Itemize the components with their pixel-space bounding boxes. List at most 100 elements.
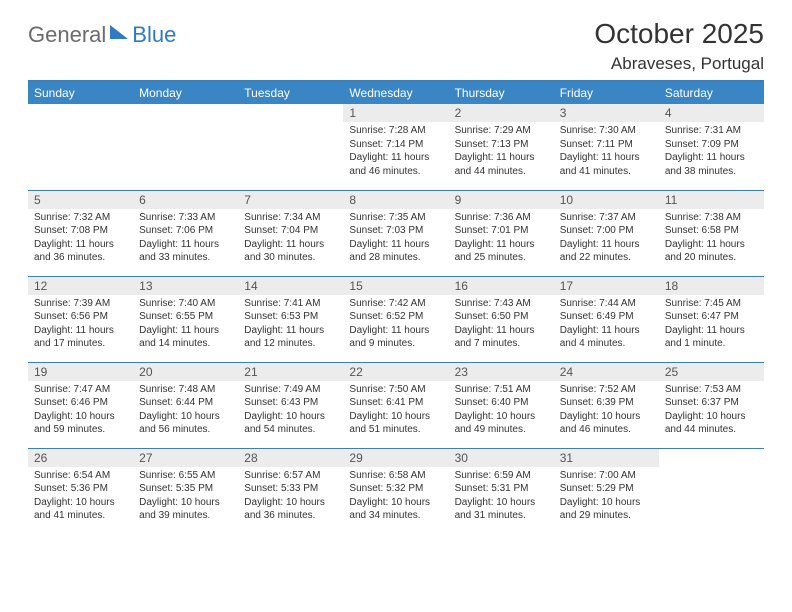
day-info-line: Daylight: 11 hours [455,151,548,165]
day-info-line: and 44 minutes. [665,423,758,437]
day-info: Sunrise: 7:38 AMSunset: 6:58 PMDaylight:… [665,211,758,265]
day-info: Sunrise: 7:43 AMSunset: 6:50 PMDaylight:… [455,297,548,351]
day-info: Sunrise: 7:45 AMSunset: 6:47 PMDaylight:… [665,297,758,351]
calendar-cell: 28Sunrise: 6:57 AMSunset: 5:33 PMDayligh… [238,448,343,534]
day-info-line: Sunrise: 7:52 AM [560,383,653,397]
day-info: Sunrise: 7:39 AMSunset: 6:56 PMDaylight:… [34,297,127,351]
day-info-line: Sunset: 6:40 PM [455,396,548,410]
day-info-line: Daylight: 11 hours [244,324,337,338]
day-info-line: and 46 minutes. [560,423,653,437]
day-info-line: Sunrise: 7:51 AM [455,383,548,397]
day-info-line: Daylight: 11 hours [665,324,758,338]
day-number: 22 [343,363,448,381]
day-info: Sunrise: 7:37 AMSunset: 7:00 PMDaylight:… [560,211,653,265]
day-info-line: and 44 minutes. [455,165,548,179]
day-info-line: and 22 minutes. [560,251,653,265]
weekday-header: Thursday [449,82,554,104]
day-info-line: and 17 minutes. [34,337,127,351]
day-info-line: Daylight: 11 hours [665,238,758,252]
day-info-line: and 33 minutes. [139,251,232,265]
day-info-line: Sunset: 6:53 PM [244,310,337,324]
weekday-header: Tuesday [238,82,343,104]
calendar-cell: 7 Sunrise: 7:34 AMSunset: 7:04 PMDaylight… [238,190,343,276]
day-info-line: Sunrise: 7:29 AM [455,124,548,138]
day-info-line: Sunrise: 6:54 AM [34,469,127,483]
day-info-line: Sunset: 6:41 PM [349,396,442,410]
day-info-line: Daylight: 11 hours [455,238,548,252]
day-info-line: Daylight: 11 hours [244,238,337,252]
day-info-line: Sunrise: 7:50 AM [349,383,442,397]
day-info-line: Sunset: 7:13 PM [455,138,548,152]
day-info-line: and 20 minutes. [665,251,758,265]
day-number: 1 [343,104,448,122]
day-info: Sunrise: 7:00 AMSunset: 5:29 PMDaylight:… [560,469,653,523]
day-info-line: Sunrise: 6:55 AM [139,469,232,483]
day-info-line: Daylight: 10 hours [34,496,127,510]
calendar-cell [238,104,343,190]
day-info-line: Sunset: 6:37 PM [665,396,758,410]
day-number: 30 [449,449,554,467]
day-info: Sunrise: 6:55 AMSunset: 5:35 PMDaylight:… [139,469,232,523]
calendar-cell: 3Sunrise: 7:30 AMSunset: 7:11 PMDaylight… [554,104,659,190]
day-info-line: and 46 minutes. [349,165,442,179]
calendar-cell: 6Sunrise: 7:33 AMSunset: 7:06 PMDaylight… [133,190,238,276]
day-info-line: Daylight: 11 hours [34,238,127,252]
day-info-line: Sunset: 5:29 PM [560,482,653,496]
day-info-line: Daylight: 10 hours [665,410,758,424]
calendar-cell: 30Sunrise: 6:59 AMSunset: 5:31 PMDayligh… [449,448,554,534]
day-number: 8 [343,191,448,209]
calendar-week: 12Sunrise: 7:39 AMSunset: 6:56 PMDayligh… [28,276,764,362]
day-info-line: Sunset: 7:08 PM [34,224,127,238]
day-info-line: Sunset: 6:50 PM [455,310,548,324]
day-info: Sunrise: 7:44 AMSunset: 6:49 PMDaylight:… [560,297,653,351]
calendar-cell: 14 Sunrise: 7:41 AMSunset: 6:53 PMDayligh… [238,276,343,362]
calendar-cell: 9Sunrise: 7:36 AMSunset: 7:01 PMDaylight… [449,190,554,276]
day-info-line: Daylight: 11 hours [34,324,127,338]
day-info-line: Sunrise: 7:48 AM [139,383,232,397]
weekday-header: Friday [554,82,659,104]
day-info: Sunrise: 7:41 AMSunset: 6:53 PMDaylight:… [244,297,337,351]
day-info-line: Sunset: 6:47 PM [665,310,758,324]
day-number: 21 [238,363,343,381]
header: General Blue October 2025 Abraveses, Por… [28,18,764,74]
day-number: 24 [554,363,659,381]
day-info-line: Sunset: 5:35 PM [139,482,232,496]
day-info: Sunrise: 7:34 AMSunset: 7:04 PMDaylight:… [244,211,337,265]
day-info-line: Daylight: 11 hours [349,238,442,252]
day-info: Sunrise: 7:48 AMSunset: 6:44 PMDaylight:… [139,383,232,437]
day-info-line: and 34 minutes. [349,509,442,523]
day-info-line: Sunrise: 7:53 AM [665,383,758,397]
day-info-line: Daylight: 11 hours [560,151,653,165]
day-info: Sunrise: 7:49 AMSunset: 6:43 PMDaylight:… [244,383,337,437]
calendar-cell: 13Sunrise: 7:40 AMSunset: 6:55 PMDayligh… [133,276,238,362]
day-number: 16 [449,277,554,295]
day-number: 14 [238,277,343,295]
day-info-line: Daylight: 11 hours [139,324,232,338]
day-info: Sunrise: 7:31 AMSunset: 7:09 PMDaylight:… [665,124,758,178]
day-info-line: Sunset: 7:09 PM [665,138,758,152]
day-info-line: Daylight: 10 hours [560,410,653,424]
day-info-line: Sunrise: 7:28 AM [349,124,442,138]
day-info-line: and 49 minutes. [455,423,548,437]
day-number: 9 [449,191,554,209]
calendar-cell [28,104,133,190]
day-number: 4 [659,104,764,122]
day-info-line: Sunrise: 7:47 AM [34,383,127,397]
day-info-line: Sunset: 6:56 PM [34,310,127,324]
day-info: Sunrise: 7:53 AMSunset: 6:37 PMDaylight:… [665,383,758,437]
day-info-line: Sunrise: 7:43 AM [455,297,548,311]
day-number: 3 [554,104,659,122]
day-number: 15 [343,277,448,295]
day-number: 7 [238,191,343,209]
day-number: 10 [554,191,659,209]
day-number: 12 [28,277,133,295]
day-info-line: Sunrise: 7:39 AM [34,297,127,311]
day-info-line: Daylight: 11 hours [560,324,653,338]
day-info-line: Daylight: 10 hours [34,410,127,424]
calendar-week: 19Sunrise: 7:47 AMSunset: 6:46 PMDayligh… [28,362,764,448]
calendar-body: 1Sunrise: 7:28 AMSunset: 7:14 PMDaylight… [28,104,764,534]
day-number: 5 [28,191,133,209]
day-info-line: Sunset: 7:03 PM [349,224,442,238]
day-info-line: Sunset: 7:00 PM [560,224,653,238]
day-info-line: Daylight: 10 hours [560,496,653,510]
